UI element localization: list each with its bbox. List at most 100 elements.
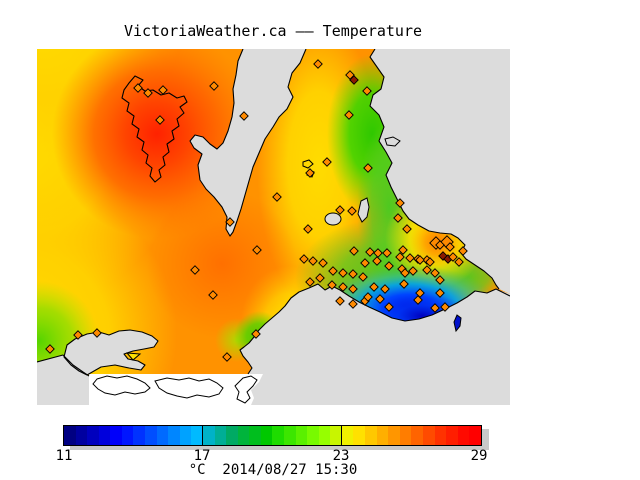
colorbar-segment [283, 426, 296, 445]
salt-spring-island-outline [121, 75, 188, 183]
station-diamond [208, 290, 218, 300]
station-diamond [344, 110, 354, 120]
station-markers [45, 59, 468, 362]
station-diamond [328, 266, 338, 276]
colorbar-segment [341, 426, 354, 445]
station-diamond [408, 266, 418, 276]
colorbar-segment [121, 426, 134, 445]
station-diamond [348, 299, 358, 309]
colorbar-segment [191, 426, 203, 445]
station-diamond [363, 163, 373, 173]
station-diamond [225, 217, 235, 227]
station-diamond [338, 282, 348, 292]
station-diamond [402, 224, 412, 234]
station-diamond [335, 296, 345, 306]
units-timestamp-caption: °C 2014/08/27 15:30 [188, 462, 358, 478]
station-diamond [435, 275, 445, 285]
colorbar-segment [179, 426, 192, 445]
colorbar-segment [295, 426, 308, 445]
temperature-colorbar [63, 425, 482, 446]
colorbar-segment [214, 426, 227, 445]
station-diamond [45, 344, 55, 354]
station-diamond [305, 277, 315, 287]
station-diamond [369, 282, 379, 292]
station-diamond [143, 88, 153, 98]
station-diamond [384, 302, 394, 312]
station-diamond [313, 59, 323, 69]
station-diamond [92, 328, 102, 338]
station-diamond [190, 265, 200, 275]
station-diamond [375, 294, 385, 304]
colorbar-segment [237, 426, 250, 445]
station-diamond [430, 268, 440, 278]
station-diamond [251, 329, 261, 339]
colorbar-segment [422, 426, 435, 445]
colorbar-segment [145, 426, 157, 445]
elk-lake [324, 212, 342, 226]
sidney-island [384, 136, 401, 147]
station-diamond [360, 258, 370, 268]
james-island [357, 197, 370, 223]
station-diamond [315, 273, 325, 283]
colorbar-segment [411, 426, 423, 445]
station-diamond [363, 292, 373, 302]
station-diamond [380, 284, 390, 294]
station-diamond [155, 115, 165, 125]
station-diamond [73, 330, 83, 340]
water-juan-de-fuca [240, 284, 510, 405]
station-diamond [384, 261, 394, 271]
station-diamond [458, 246, 468, 256]
station-diamond [399, 279, 409, 289]
colorbar-segment [388, 426, 400, 445]
colorbar-segment [365, 426, 377, 445]
station-diamond [435, 288, 445, 298]
colorbar-segment [226, 426, 238, 445]
colorbar-segment [318, 426, 331, 445]
station-diamond [422, 265, 432, 275]
temperature-map [37, 49, 510, 405]
trial-island [453, 314, 462, 333]
station-diamond [430, 303, 440, 313]
station-diamond [348, 284, 358, 294]
station-diamond [415, 288, 425, 298]
colorbar-segment [202, 426, 215, 445]
station-diamond [347, 206, 357, 216]
station-diamond [365, 247, 375, 257]
colorbar-segment [168, 426, 180, 445]
station-diamond [438, 251, 448, 261]
colorbar-tick-17 [202, 425, 203, 446]
no-data-coast-outlines [92, 375, 258, 404]
station-diamond [349, 75, 359, 85]
colorbar-segment [98, 426, 111, 445]
small-islands [125, 136, 462, 361]
station-diamond [362, 86, 372, 96]
colorbar-segment [260, 426, 273, 445]
colorbar-segment [249, 426, 261, 445]
water-haro-strait [370, 49, 510, 294]
colorbar-label-max: 29 [470, 448, 488, 464]
colorbar-label-23: 23 [332, 448, 350, 464]
station-diamond [395, 252, 405, 262]
colorbar-segment [469, 426, 481, 445]
colorbar-segment [272, 426, 284, 445]
station-diamond [252, 245, 262, 255]
colorbar-segment [64, 426, 76, 445]
station-diamond [322, 157, 332, 167]
station-diamond [209, 81, 219, 91]
colorbar-segment [133, 426, 146, 445]
brentwood-islet-1 [302, 159, 314, 169]
colorbar-segment [446, 426, 458, 445]
colorbar-segment [110, 426, 122, 445]
station-diamond [398, 245, 408, 255]
station-diamond [158, 85, 168, 95]
sooke-lake-islet [125, 352, 142, 361]
colorbar-segment [376, 426, 389, 445]
station-diamond [393, 213, 403, 223]
station-diamond [400, 268, 410, 278]
station-diamond [425, 257, 435, 267]
station-diamond [348, 269, 358, 279]
station-diamond [435, 240, 445, 250]
colorbar-segment [353, 426, 366, 445]
station-diamond [303, 224, 313, 234]
colorbar-segment [457, 426, 470, 445]
